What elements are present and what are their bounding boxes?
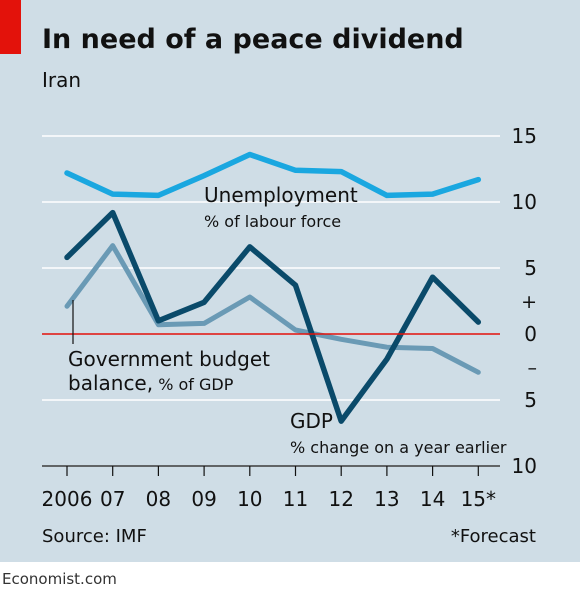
y-tick-label: 15 — [512, 124, 537, 148]
chart-title: In need of a peace dividend — [42, 24, 464, 55]
forecast-footnote: *Forecast — [450, 526, 536, 547]
budget-line — [64, 243, 481, 375]
x-tick-label: 10 — [237, 487, 262, 511]
gdp-label: GDP — [290, 409, 333, 433]
unemployment-label: Unemployment — [204, 183, 358, 207]
x-tick-label: 09 — [191, 487, 216, 511]
x-tick-label: 07 — [100, 487, 125, 511]
x-tick-label: 15* — [461, 487, 496, 511]
budget-unit-balance: balance, — [68, 371, 153, 395]
y-tick-label: 10 — [512, 190, 537, 214]
y-tick-label: 5 — [524, 388, 537, 412]
x-tick-label: 2006 — [42, 487, 93, 511]
y-tick-label: + — [521, 291, 537, 313]
budget-label: Government budget — [68, 347, 270, 371]
brand-mark: Economist.com — [2, 570, 117, 588]
gdp-unit-label: % change on a year earlier — [290, 438, 507, 457]
chart-subtitle: Iran — [42, 68, 82, 92]
y-tick-label: – — [528, 357, 538, 379]
y-tick-label: 5 — [524, 256, 537, 280]
brand-red-tab — [0, 0, 21, 54]
gdp-line — [64, 209, 482, 424]
x-tick-label: 12 — [328, 487, 353, 511]
y-tick-label: 0 — [524, 322, 537, 346]
x-tick-label: 11 — [283, 487, 308, 511]
y-tick-label: 10 — [512, 454, 537, 478]
budget-unit-label: balance, % of GDP — [68, 371, 234, 395]
unemployment-unit-label: % of labour force — [204, 212, 341, 231]
x-tick-label: 14 — [420, 487, 445, 511]
x-axis-ticks: 2006 07 08 09 10 11 12 13 14 15* — [42, 465, 500, 511]
budget-unit-pct: % of GDP — [153, 375, 234, 394]
x-tick-label: 08 — [146, 487, 171, 511]
source-note: Source: IMF — [42, 526, 147, 547]
line-chart: 15 10 5 +0 – 5 10 2006 07 08 09 10 11 12 13 14 15* Unem… — [42, 124, 537, 511]
y-axis-ticks: 15 10 5 +0 – 5 10 — [512, 124, 537, 478]
series-labels: Unemployment % of labour force Governmen… — [68, 183, 507, 457]
series-lines — [42, 151, 500, 424]
x-tick-label: 13 — [374, 487, 399, 511]
unemployment-line — [64, 151, 482, 199]
